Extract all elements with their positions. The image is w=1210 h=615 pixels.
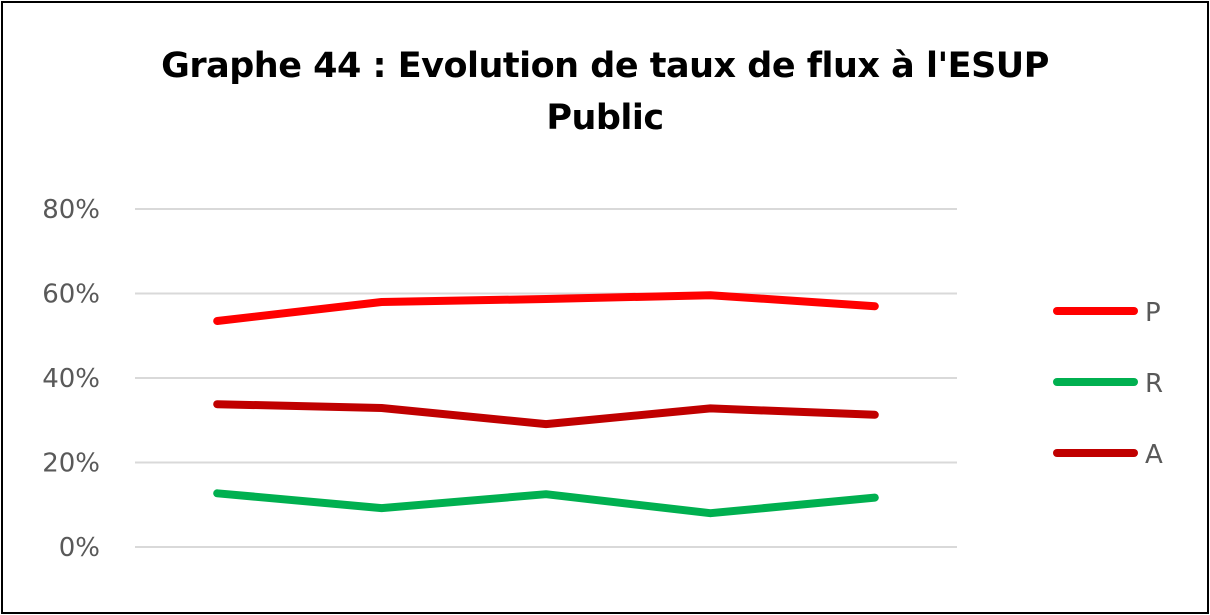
- y-tick-label: 60%: [42, 280, 100, 310]
- series-line-a: [213, 400, 879, 429]
- chart-title: Graphe 44 : Evolution de taux de flux à …: [0, 40, 1210, 144]
- chart-title-line-2: Public: [546, 98, 664, 138]
- legend-label-r: R: [1145, 369, 1163, 399]
- legend-label-p: P: [1145, 298, 1161, 328]
- series-line-r: [213, 489, 879, 518]
- y-tick-label: 20%: [42, 449, 100, 479]
- chart-title-line-1: Graphe 44 : Evolution de taux de flux à …: [161, 46, 1049, 86]
- y-tick-label: 80%: [42, 195, 100, 225]
- gridlines: [135, 208, 957, 548]
- y-tick-label: 40%: [42, 364, 100, 394]
- y-tick-label: 0%: [59, 533, 100, 563]
- legend: P R A: [1053, 298, 1163, 470]
- y-axis-tick-labels: 0% 20% 40% 60% 80%: [42, 195, 100, 563]
- series-lines: [213, 291, 879, 518]
- legend-label-a: A: [1145, 440, 1163, 470]
- series-line-p: [213, 291, 879, 325]
